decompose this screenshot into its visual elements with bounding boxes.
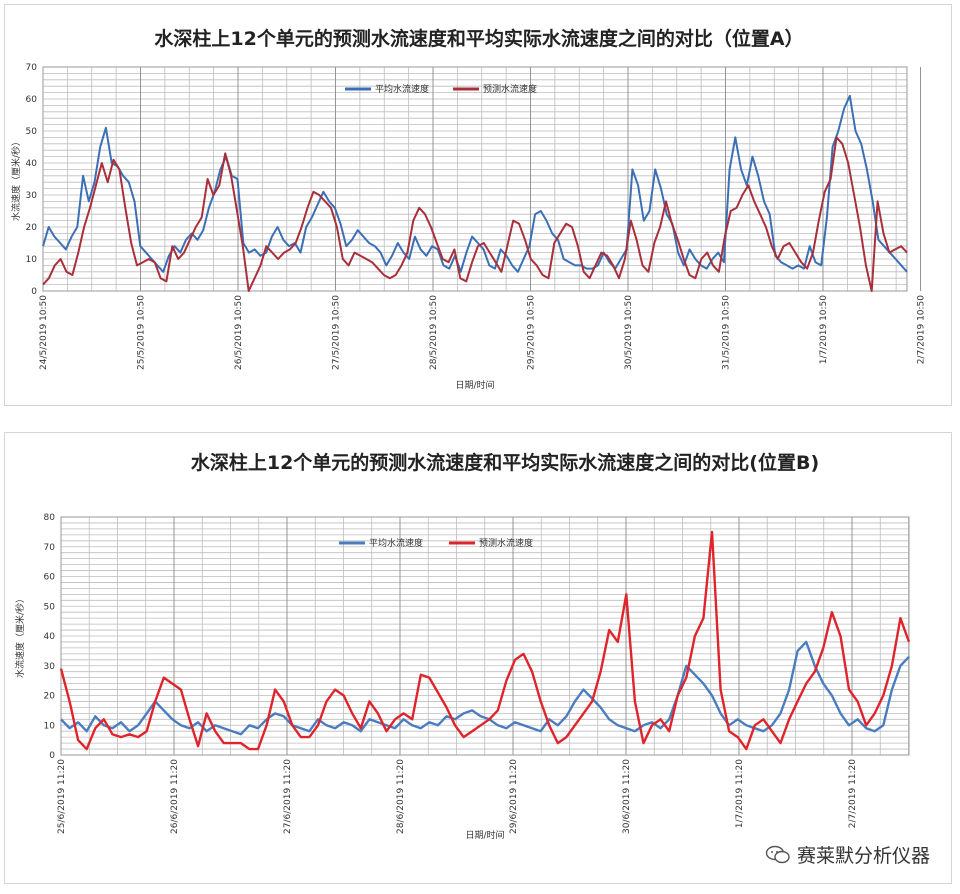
legend-label-2: 预测水流速度: [479, 537, 533, 549]
y-tick-label: 40: [26, 159, 38, 169]
x-tick-label: 27/6/2019 11:20: [283, 759, 293, 834]
watermark-text: 赛莱默分析仪器: [796, 845, 930, 867]
y-tick-label: 70: [26, 63, 38, 73]
y-tick-label: 80: [44, 513, 56, 523]
x-tick-label: 31/5/2019 10:50: [722, 295, 732, 370]
legend-label-1: 平均水流速度: [375, 83, 429, 95]
plot-frame: [60, 516, 910, 756]
x-tick-label: 27/5/2019 10:50: [332, 295, 342, 370]
y-tick-label: 60: [26, 95, 38, 105]
watermark: 赛莱默分析仪器: [765, 841, 930, 868]
y-tick-label: 60: [44, 573, 56, 583]
x-tick-label: 28/5/2019 10:50: [429, 295, 439, 370]
chart-b: 水深柱上12个单元的预测水流速度和平均实际水流速度之间的对比(位置B) 0 10 20…: [14, 451, 911, 841]
y-tick-label: 0: [49, 751, 55, 761]
x-tick-label: 28/6/2019 11:20: [396, 759, 406, 834]
y-tick-label: 30: [26, 191, 38, 201]
x-tick-label: 2/7/2019 10:50: [917, 295, 927, 364]
y-tick-label: 50: [44, 602, 56, 612]
x-axis-label: 日期/时间: [455, 379, 494, 391]
y-tick-label: 0: [31, 287, 37, 297]
y-tick-label: 50: [26, 127, 38, 137]
x-tick-label: 24/5/2019 10:50: [39, 295, 49, 370]
chart-title: 水深柱上12个单元的预测水流速度和平均实际水流速度之间的对比(位置B): [191, 451, 819, 474]
x-tick-label: 26/6/2019 11:20: [170, 759, 180, 834]
x-axis-label: 日期/时间: [465, 829, 504, 841]
x-tick-label: 1/7/2019 10:50: [819, 295, 829, 364]
chart-panel-a: 水深柱上12个单元的预测水流速度和平均实际水流速度之间的对比（位置A） 0 10 20…: [4, 4, 952, 406]
x-tick-label: 29/6/2019 11:20: [509, 759, 519, 834]
plot-frame: [42, 66, 908, 292]
x-tick-label: 2/7/2019 11:20: [848, 759, 858, 828]
x-tick-label: 30/6/2019 11:20: [622, 759, 632, 834]
y-axis-label: 水流速度（厘米/秒）: [10, 137, 22, 221]
x-tick-label: 25/6/2019 11:20: [57, 759, 67, 834]
chart-a: 水深柱上12个单元的预测水流速度和平均实际水流速度之间的对比（位置A） 0 10 20…: [10, 27, 927, 391]
legend-label-1: 平均水流速度: [369, 537, 423, 549]
legend-label-2: 预测水流速度: [483, 83, 537, 95]
chart-panel-b: 水深柱上12个单元的预测水流速度和平均实际水流速度之间的对比(位置B) 0 10 20…: [4, 432, 952, 884]
x-tick-label: 29/5/2019 10:50: [527, 295, 537, 370]
y-tick-label: 40: [44, 632, 56, 642]
y-tick-label: 10: [44, 721, 56, 731]
x-tick-label: 26/5/2019 10:50: [234, 295, 244, 370]
y-tick-label: 70: [44, 543, 56, 553]
y-tick-label: 30: [44, 662, 56, 672]
wechat-logo-icon: [765, 845, 790, 863]
y-tick-label: 20: [44, 692, 56, 702]
x-tick-label: 30/5/2019 10:50: [624, 295, 634, 370]
x-tick-label: 1/7/2019 11:20: [735, 759, 745, 828]
series-line-2: [42, 136, 908, 292]
chart-title: 水深柱上12个单元的预测水流速度和平均实际水流速度之间的对比（位置A）: [154, 27, 803, 50]
x-tick-label: 25/5/2019 10:50: [137, 295, 147, 370]
y-axis-label: 水流速度（厘米/秒）: [14, 594, 26, 678]
y-tick-label: 20: [26, 223, 38, 233]
series-line-2: [59, 530, 911, 751]
y-tick-label: 10: [26, 255, 38, 265]
series-line-1: [42, 94, 908, 273]
